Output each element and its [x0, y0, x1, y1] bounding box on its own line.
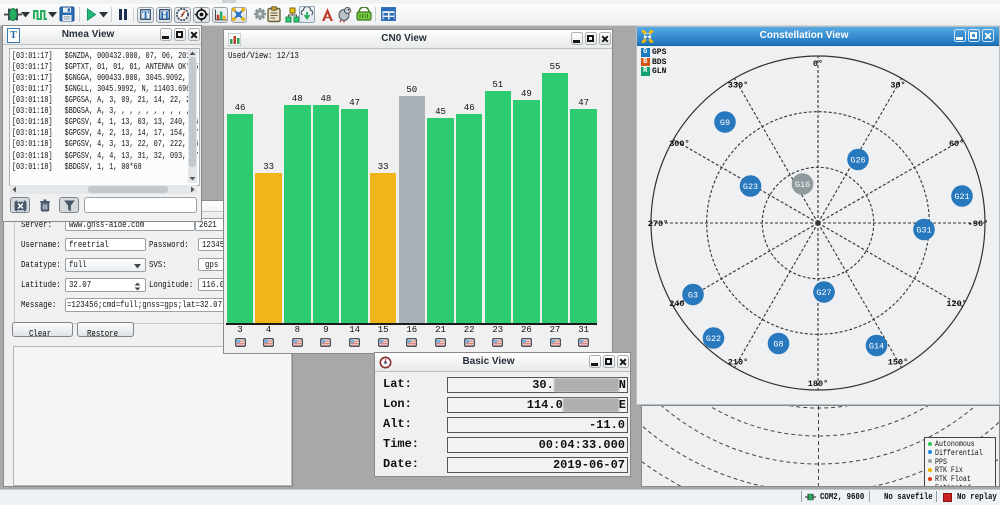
- svg-text:G8: G8: [773, 340, 783, 350]
- svg-text:G3: G3: [688, 291, 698, 301]
- svg-text:270°: 270°: [648, 219, 668, 229]
- svg-text:G23: G23: [743, 182, 758, 192]
- svg-text:240°: 240°: [669, 299, 689, 309]
- svg-text:G9: G9: [720, 118, 730, 128]
- svg-text:0°: 0°: [813, 59, 823, 69]
- svg-text:T: T: [142, 10, 150, 22]
- svg-text:150°: 150°: [888, 358, 908, 368]
- svg-text:-90°: -90°: [968, 219, 988, 229]
- svg-text:G14: G14: [869, 342, 884, 352]
- svg-text:G27: G27: [816, 288, 831, 298]
- svg-text:G26: G26: [850, 156, 865, 166]
- svg-text:330°: 330°: [728, 80, 748, 90]
- svg-text:G22: G22: [706, 334, 721, 344]
- svg-text:210°: 210°: [728, 358, 748, 368]
- svg-text:G16: G16: [795, 180, 810, 190]
- svg-text:60°: 60°: [949, 139, 964, 149]
- svg-text:H: H: [160, 10, 169, 22]
- svg-text:30°: 30°: [890, 80, 905, 90]
- svg-text:G31: G31: [916, 226, 931, 236]
- svg-text:300°: 300°: [669, 139, 689, 149]
- svg-text:G21: G21: [954, 192, 969, 202]
- svg-text:180°: 180°: [808, 379, 828, 389]
- svg-text:120°: 120°: [946, 299, 966, 309]
